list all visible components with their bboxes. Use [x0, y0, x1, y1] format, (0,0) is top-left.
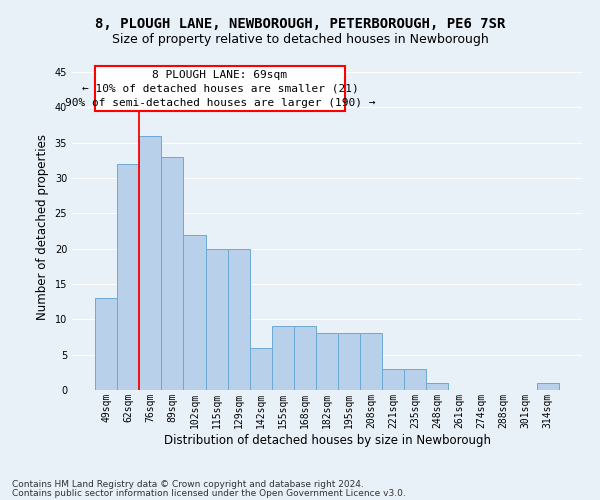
Y-axis label: Number of detached properties: Number of detached properties [36, 134, 49, 320]
Bar [227, 248, 250, 390]
Bar [404, 369, 427, 390]
Bar [206, 248, 227, 390]
Text: Contains public sector information licensed under the Open Government Licence v3: Contains public sector information licen… [12, 489, 406, 498]
Bar [338, 334, 360, 390]
Bar [272, 326, 294, 390]
Bar [427, 383, 448, 390]
Bar [537, 383, 559, 390]
Bar [382, 369, 404, 390]
Bar [316, 334, 338, 390]
Bar [360, 334, 382, 390]
Bar [161, 157, 184, 390]
Bar [139, 136, 161, 390]
Bar [184, 234, 206, 390]
Text: 8, PLOUGH LANE, NEWBOROUGH, PETERBOROUGH, PE6 7SR: 8, PLOUGH LANE, NEWBOROUGH, PETERBOROUGH… [95, 18, 505, 32]
X-axis label: Distribution of detached houses by size in Newborough: Distribution of detached houses by size … [163, 434, 491, 446]
Bar [95, 298, 117, 390]
Text: Contains HM Land Registry data © Crown copyright and database right 2024.: Contains HM Land Registry data © Crown c… [12, 480, 364, 489]
Bar [117, 164, 139, 390]
Bar [250, 348, 272, 390]
Bar [294, 326, 316, 390]
FancyBboxPatch shape [95, 66, 344, 111]
Text: Size of property relative to detached houses in Newborough: Size of property relative to detached ho… [112, 34, 488, 46]
Text: 8 PLOUGH LANE: 69sqm
← 10% of detached houses are smaller (21)
90% of semi-detac: 8 PLOUGH LANE: 69sqm ← 10% of detached h… [65, 70, 375, 108]
